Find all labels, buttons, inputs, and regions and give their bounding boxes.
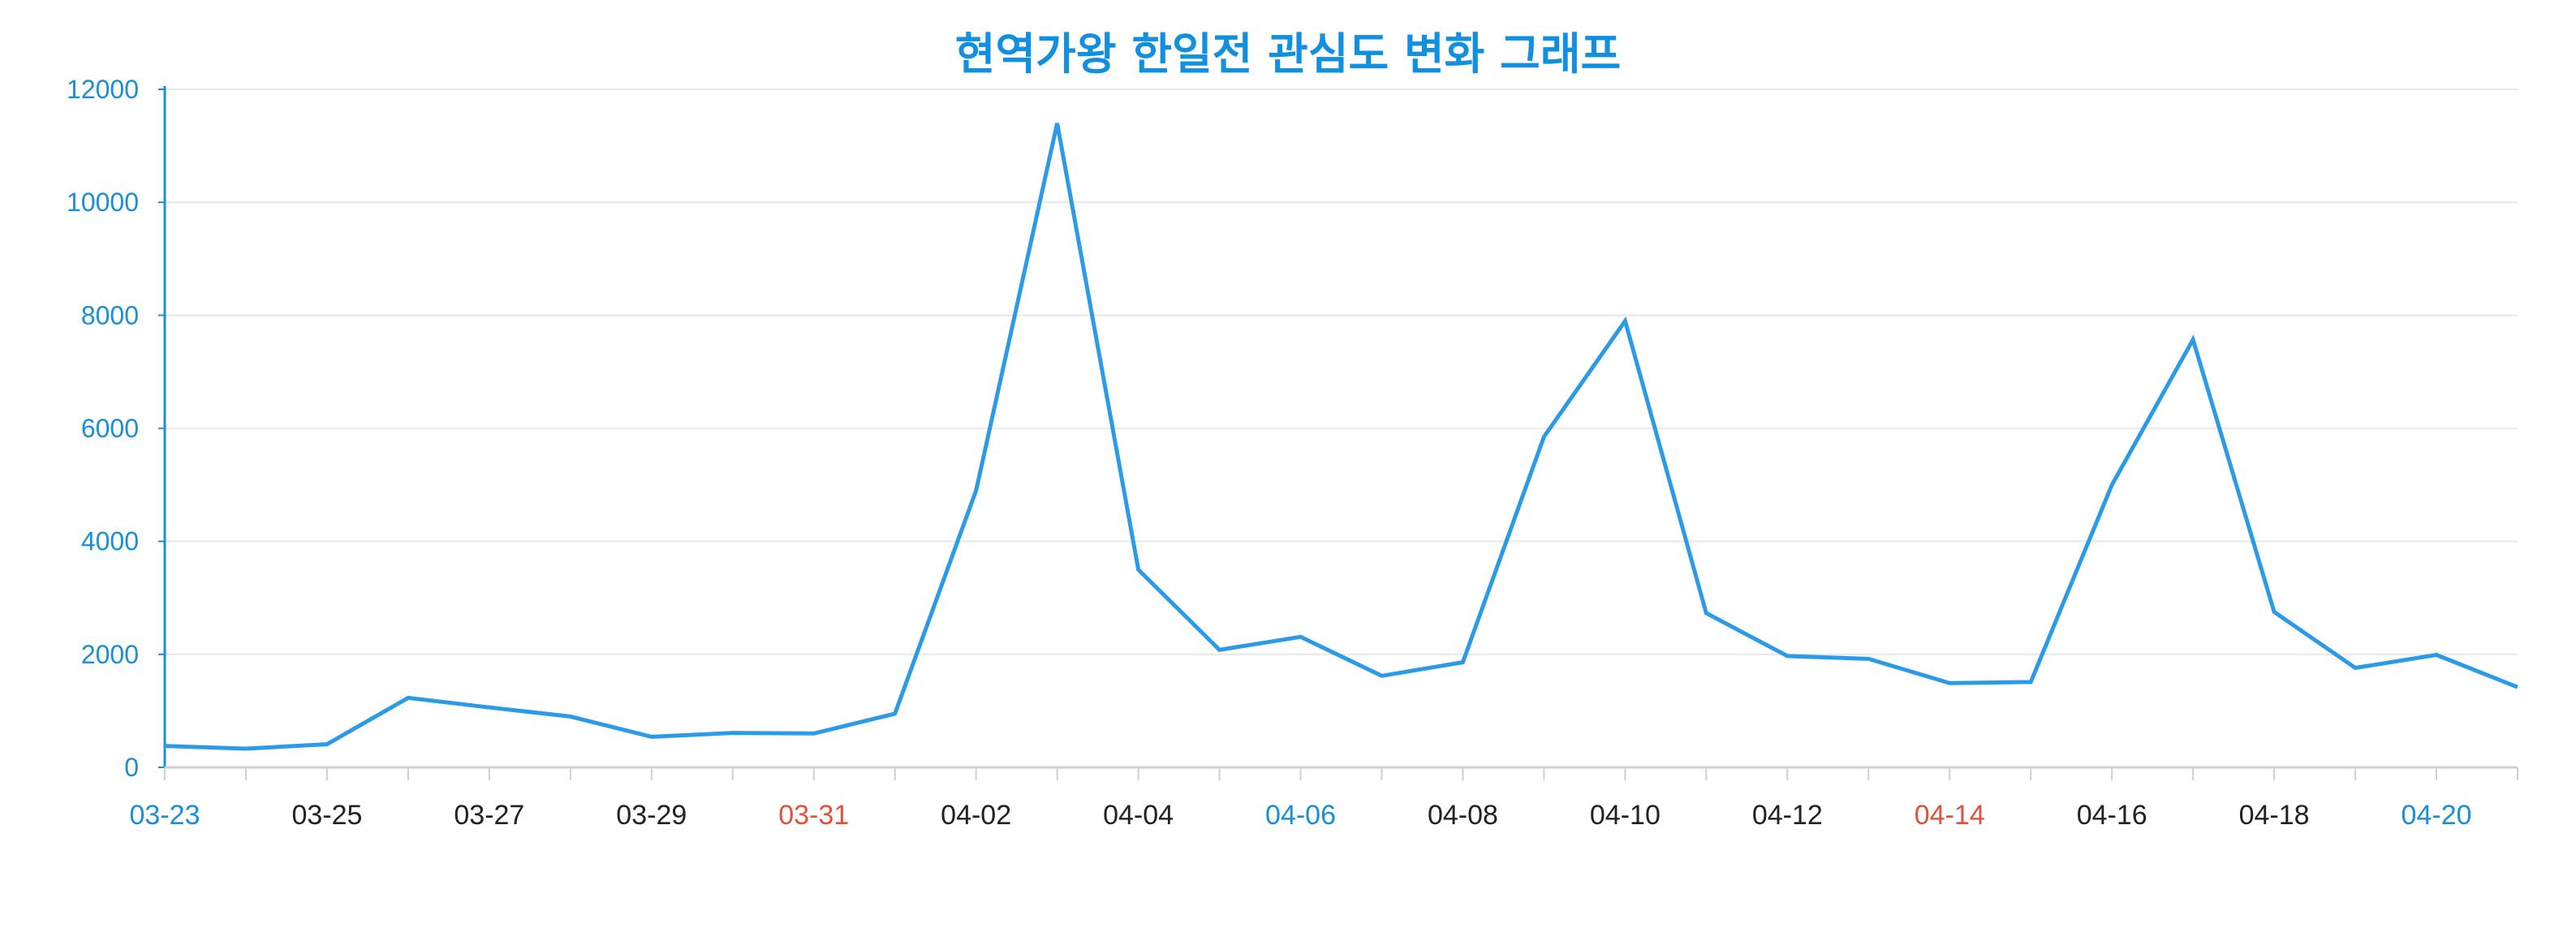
x-tick-label: 04-18 xyxy=(2239,800,2310,831)
y-tick-label: 6000 xyxy=(81,414,139,443)
x-tick-label: 04-12 xyxy=(1752,800,1823,831)
y-tick-label: 8000 xyxy=(81,300,139,330)
series-lines xyxy=(164,123,2518,751)
x-tick-label: 03-27 xyxy=(454,800,524,831)
x-tick-label: 04-16 xyxy=(2077,800,2147,831)
x-tick-label: 04-06 xyxy=(1265,800,1336,831)
x-tick-label: 04-02 xyxy=(941,800,1011,831)
series-line xyxy=(164,123,2518,751)
x-tick-label: 03-31 xyxy=(778,800,849,831)
y-tick-label: 0 xyxy=(124,753,139,782)
y-tick-label: 10000 xyxy=(67,188,139,217)
x-tick-label: 04-04 xyxy=(1103,800,1174,831)
x-tick-label: 04-20 xyxy=(2402,800,2472,831)
axes xyxy=(158,86,2518,769)
y-axis-tick-labels: 0 2000 4000 6000 8000 10000 12000 xyxy=(67,75,139,782)
x-tick-label: 04-10 xyxy=(1590,800,1661,831)
y-tick-label: 12000 xyxy=(67,75,139,104)
x-tick-label: 04-08 xyxy=(1428,800,1498,831)
x-axis-ticks: 03-23 03-25 03-27 03-29 03-31 04-02 04-04 04-06… xyxy=(130,767,2518,831)
chart-title: 현역가왕 한일전 관심도 변화 그래프 xyxy=(954,28,1622,80)
y-tick-label: 2000 xyxy=(81,640,139,669)
x-tick-label: 04-14 xyxy=(1915,800,1985,831)
x-tick-label: 03-29 xyxy=(616,800,687,831)
y-tick-label: 4000 xyxy=(81,527,139,556)
grid-lines xyxy=(165,89,2518,655)
x-tick-label: 03-23 xyxy=(130,800,200,831)
x-tick-label: 03-25 xyxy=(291,800,362,831)
